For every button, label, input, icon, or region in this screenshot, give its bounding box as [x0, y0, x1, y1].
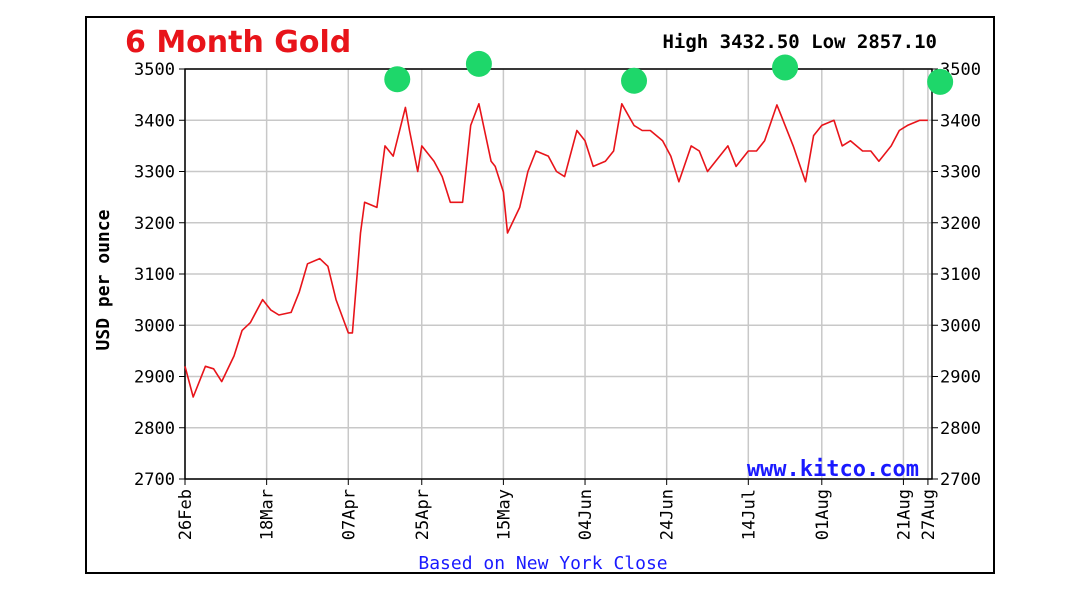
highlight-marker [384, 66, 411, 93]
x-tick-label: 18Mar [258, 489, 278, 540]
x-tick-label: 26Feb [176, 489, 196, 540]
highlight-marker [772, 54, 799, 81]
kitco-watermark: www.kitco.com [747, 457, 919, 482]
y-tick-label: 2900 [940, 368, 981, 388]
y-tick-label: 2700 [940, 470, 981, 490]
y-tick-label: 3100 [134, 265, 175, 285]
y-tick-label: 3000 [940, 316, 981, 336]
chart-frame: 2700 2800 2900 3000 3100 3200 3300 3400 3500 270… [85, 16, 995, 574]
chart-title: 6 Month Gold [125, 25, 351, 60]
x-tick-label: 21Aug [894, 489, 914, 540]
y-tick-label: 3000 [134, 316, 175, 336]
grid-lines [184, 68, 932, 480]
gold-price-chart: 2700 2800 2900 3000 3100 3200 3300 3400 3500 270… [93, 25, 981, 572]
footnote: Based on New York Close [418, 553, 667, 572]
gold-price-series-line [184, 103, 928, 398]
x-axis: 26Feb 18Mar 07Apr 25Apr 15May 04Jun 24Jun 14Jul… [176, 479, 939, 540]
y-tick-label: 3400 [940, 111, 981, 131]
highlight-marker [465, 50, 492, 77]
y-tick-label: 3500 [134, 60, 175, 80]
y-tick-label: 3300 [940, 163, 981, 183]
y-tick-label: 2800 [134, 419, 175, 439]
highlight-marker [621, 67, 648, 94]
x-tick-label: 27Aug [919, 489, 939, 540]
y-axis-title: USD per ounce [93, 209, 114, 350]
y-tick-label: 2900 [134, 368, 175, 388]
y-tick-label: 2800 [940, 419, 981, 439]
y-tick-label: 3200 [134, 214, 175, 234]
high-low-label: High 3432.50 Low 2857.10 [662, 31, 937, 53]
x-tick-label: 14Jul [739, 489, 759, 540]
x-tick-label: 07Apr [339, 489, 359, 540]
y-tick-label: 3200 [940, 214, 981, 234]
y-tick-label: 3400 [134, 111, 175, 131]
x-tick-label: 01Aug [813, 489, 833, 540]
highlight-markers [384, 50, 954, 95]
x-tick-label: 15May [494, 489, 514, 540]
y-tick-label: 3100 [940, 265, 981, 285]
highlight-marker [927, 68, 954, 95]
x-tick-label: 25Apr [413, 489, 433, 540]
y-tick-label: 3300 [134, 163, 175, 183]
x-tick-label: 24Jun [658, 489, 678, 540]
y-axis-left: 2700 2800 2900 3000 3100 3200 3300 3400 3500 [134, 60, 185, 490]
y-tick-label: 2700 [134, 470, 175, 490]
x-tick-label: 04Jun [576, 489, 596, 540]
